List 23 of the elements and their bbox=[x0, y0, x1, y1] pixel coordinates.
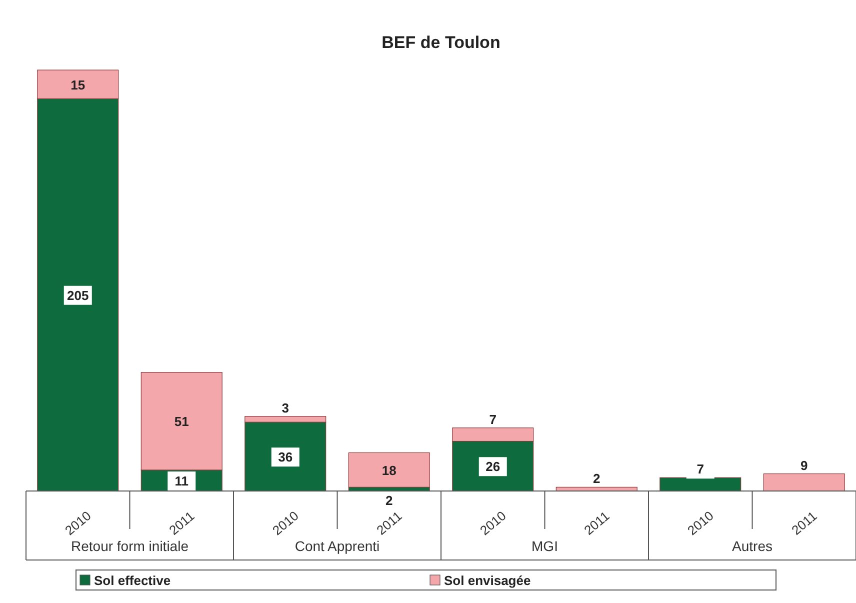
data-label: 51 bbox=[174, 414, 189, 430]
bar bbox=[763, 473, 845, 492]
data-label: 2 bbox=[593, 471, 600, 486]
data-label: 7 bbox=[489, 412, 496, 427]
text: Retour form initiale bbox=[71, 538, 189, 554]
legend-label: Sol effective bbox=[94, 573, 171, 588]
data-label: 205 bbox=[67, 288, 89, 303]
data-label: 9 bbox=[800, 458, 808, 473]
bar bbox=[348, 452, 430, 488]
text: Cont Apprenti bbox=[294, 538, 380, 554]
data-label: 26 bbox=[486, 459, 500, 474]
data-label: 18 bbox=[382, 462, 396, 478]
text: MGI bbox=[532, 538, 558, 554]
text: Autres bbox=[732, 538, 772, 554]
data-label: 15 bbox=[70, 77, 86, 92]
bar bbox=[660, 477, 742, 492]
data-label: 36 bbox=[278, 450, 293, 465]
data-label: 3 bbox=[282, 400, 289, 416]
data-label: 2 bbox=[386, 493, 393, 508]
data-label: 7 bbox=[696, 462, 704, 477]
legend-label: Sol envisagée bbox=[444, 573, 531, 588]
data-label: 11 bbox=[174, 473, 188, 488]
chart-title: BEF de Toulon bbox=[382, 33, 500, 52]
